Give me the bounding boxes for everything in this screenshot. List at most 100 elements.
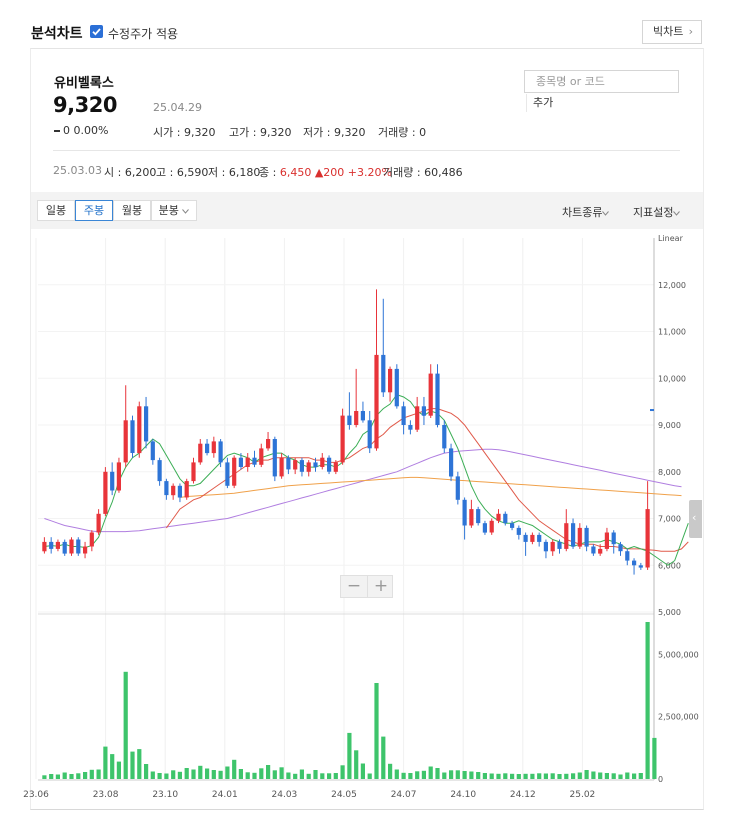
candle-body — [62, 541, 67, 554]
candle-body — [360, 411, 365, 421]
volume-bar — [577, 772, 582, 779]
volume-bar — [638, 773, 643, 779]
volume-bar — [632, 773, 637, 779]
volume-bar — [293, 773, 298, 779]
candle-body — [123, 420, 128, 463]
volume-bar — [388, 763, 393, 779]
candle-body — [320, 457, 325, 467]
volume-bar — [211, 770, 216, 779]
stock-name: 유비벨록스 — [54, 76, 114, 91]
x-tick-label: 24.01 — [212, 790, 238, 800]
x-tick-label: 25.02 — [570, 790, 596, 800]
hover-close-delta: ▲200 +3.20% — [314, 166, 392, 179]
tab-daily[interactable]: 일봉 — [37, 200, 75, 221]
candle-body — [286, 457, 291, 470]
candle-body — [42, 541, 47, 552]
candle-body — [299, 460, 304, 472]
candle-body — [645, 509, 650, 568]
big-chart-button[interactable]: 빅차트 › — [642, 20, 702, 44]
candle-body — [571, 523, 576, 547]
candle-body — [96, 513, 101, 533]
candle-body — [489, 520, 494, 533]
volume-bar — [177, 771, 182, 779]
candle-body — [313, 462, 318, 468]
low-value: 9,320 — [333, 126, 366, 139]
candle-body — [171, 485, 176, 496]
candle-body — [340, 415, 345, 463]
chart-type-dropdown[interactable]: 차트종류 — [562, 204, 610, 220]
page-title: 분석차트 — [31, 26, 83, 42]
hover-open-value: 6,200 — [124, 166, 157, 179]
candle-body — [69, 539, 74, 554]
volume-bar — [171, 770, 176, 779]
candle-body — [604, 532, 609, 549]
adjusted-price-label[interactable]: 수정주가 적용 — [108, 27, 179, 41]
zoom-out-button[interactable]: − — [346, 576, 362, 596]
big-chart-label: 빅차트 — [653, 25, 684, 38]
volume-bar — [604, 773, 609, 779]
volume-bar — [333, 773, 338, 779]
candle-body — [462, 499, 467, 526]
candle-body — [164, 481, 169, 496]
low-info: 저가 : 9,320 — [303, 126, 366, 139]
volume-bar — [157, 773, 162, 779]
candle-body — [116, 462, 121, 491]
volume-bar — [435, 768, 440, 779]
price-tick-label: 7,000 — [658, 515, 681, 524]
tab-weekly[interactable]: 주봉 — [75, 200, 113, 221]
volume-bar — [205, 768, 210, 779]
candle-body — [354, 411, 359, 425]
zoom-in-button[interactable]: + — [367, 576, 394, 597]
tab-minute[interactable]: 분봉 — [151, 200, 197, 221]
volume-bar — [198, 765, 203, 779]
candle-body — [482, 523, 487, 533]
scale-label: Linear — [658, 234, 684, 243]
volume-bar — [401, 772, 406, 779]
indicator-dropdown[interactable]: 지표설정 — [633, 204, 681, 220]
candle-body — [611, 532, 616, 545]
candle-body — [557, 541, 562, 549]
hover-volume: 거래량 : 60,486 — [383, 166, 463, 179]
candle-body — [225, 462, 230, 486]
volume-bar — [550, 773, 555, 779]
stock-search-input[interactable]: 종목명 or 코드 — [524, 70, 679, 93]
volume-bar — [266, 765, 271, 779]
volume-bar — [340, 765, 345, 779]
candle-body — [408, 425, 413, 430]
adjusted-price-checkbox[interactable] — [90, 25, 103, 38]
tab-monthly[interactable]: 월봉 — [113, 200, 151, 221]
top-bar: 분석차트 수정주가 적용 빅차트 › — [0, 0, 732, 50]
volume-bar — [543, 773, 548, 779]
volume-bar — [381, 736, 386, 779]
volume-bar — [598, 772, 603, 779]
side-panel-toggle[interactable]: ‹ — [689, 500, 702, 538]
high-value: 9,320 — [259, 126, 292, 139]
candle-body — [584, 527, 589, 547]
volume-bar — [313, 770, 318, 779]
price-tick-label: 11,000 — [658, 328, 686, 337]
volume-bar — [272, 770, 277, 779]
volume-bar — [462, 771, 467, 779]
volume-bar — [374, 683, 379, 779]
volume-bar — [320, 773, 325, 779]
candle-body — [279, 457, 284, 477]
candle-body — [184, 481, 189, 498]
candle-body — [252, 457, 257, 465]
add-stock-button[interactable]: 추가 — [526, 94, 558, 112]
candle-body — [110, 471, 115, 491]
volume-bar — [625, 772, 630, 779]
price-tick-label: 12,000 — [658, 281, 686, 290]
volume-bar — [645, 622, 650, 779]
candle-body — [198, 443, 203, 463]
volume-bar — [286, 772, 291, 779]
volume-bar — [564, 773, 569, 779]
x-tick-label: 24.12 — [510, 790, 536, 800]
hover-open-label: 시 — [104, 166, 115, 179]
volume-bar — [69, 774, 74, 779]
volume-bar — [428, 766, 433, 779]
hover-low: 저 : 6,180 — [208, 166, 261, 179]
volume-bar — [455, 770, 460, 779]
candle-body — [157, 460, 162, 482]
volume-bar — [530, 773, 535, 779]
